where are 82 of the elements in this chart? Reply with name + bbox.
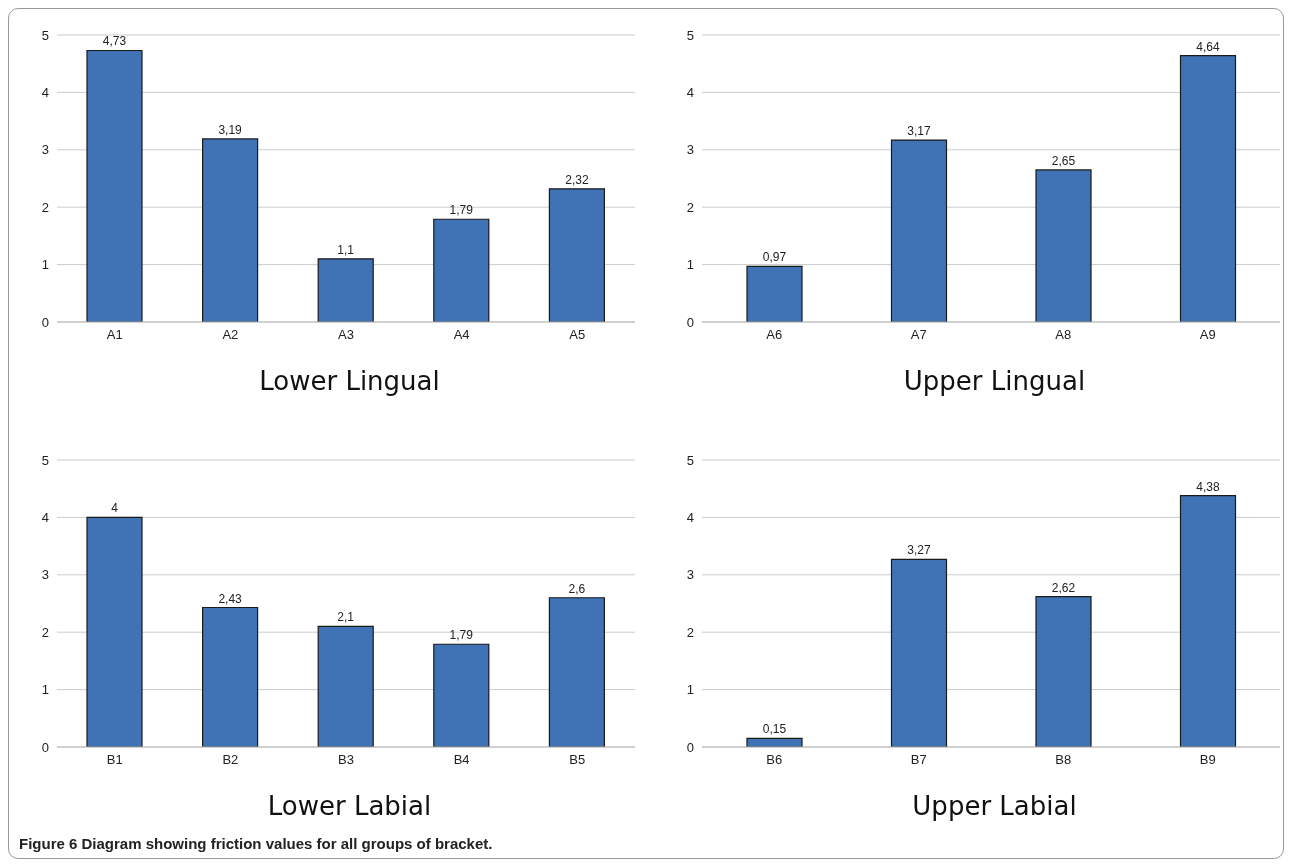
x-tick-label: B1 bbox=[106, 752, 123, 768]
x-tick-label: B3 bbox=[338, 752, 354, 768]
data-label: 4,38 bbox=[1196, 479, 1220, 494]
text: Upper Labial bbox=[911, 791, 1078, 821]
bar bbox=[746, 265, 803, 322]
data-label: 2,62 bbox=[1051, 580, 1076, 595]
bar bbox=[548, 597, 605, 747]
y-tick-label: 1 bbox=[41, 682, 49, 698]
x-tick-label: A7 bbox=[910, 327, 927, 343]
text: Lower Labial bbox=[266, 791, 433, 821]
x-tick-label: A9 bbox=[1199, 327, 1216, 343]
bar bbox=[1035, 169, 1092, 322]
y-tick-label: 1 bbox=[41, 257, 49, 273]
bar bbox=[317, 258, 374, 322]
data-label: 0,15 bbox=[762, 722, 787, 737]
y-tick-label: 4 bbox=[41, 85, 49, 101]
x-tick-label: B7 bbox=[910, 752, 927, 768]
data-label: 2,6 bbox=[568, 581, 586, 596]
y-tick-label: 4 bbox=[686, 510, 694, 526]
y-tick-label: 5 bbox=[41, 27, 49, 43]
x-tick-label: A1 bbox=[106, 327, 123, 343]
y-tick-label: 3 bbox=[41, 142, 49, 158]
bar bbox=[317, 625, 374, 747]
x-tick-label: B9 bbox=[1199, 752, 1216, 768]
x-tick-label: A3 bbox=[338, 327, 354, 343]
y-tick-label: 1 bbox=[686, 257, 694, 273]
bar bbox=[86, 516, 143, 747]
y-tick-label: 2 bbox=[41, 624, 49, 640]
caption: Figure 6 Diagram showing friction values for all groups of bracket. bbox=[19, 835, 493, 852]
x-tick-label: A4 bbox=[453, 327, 470, 343]
x-tick-label: B4 bbox=[453, 752, 470, 768]
y-tick-label: 2 bbox=[686, 624, 694, 640]
x-tick-label: B2 bbox=[222, 752, 239, 768]
data-label: 0,97 bbox=[762, 250, 787, 265]
x-tick-label: B6 bbox=[766, 752, 783, 768]
y-tick-label: 5 bbox=[41, 452, 49, 468]
data-label: 2,1 bbox=[337, 610, 355, 625]
y-tick-label: 5 bbox=[686, 452, 694, 468]
data-label: 4,64 bbox=[1196, 39, 1220, 54]
data-label: 4 bbox=[111, 501, 119, 516]
bar bbox=[86, 49, 143, 322]
y-tick-label: 0 bbox=[686, 314, 694, 330]
x-tick-label: A5 bbox=[569, 327, 586, 343]
bar bbox=[202, 138, 259, 322]
data-label: 3,27 bbox=[907, 543, 931, 558]
x-tick-label: A6 bbox=[766, 327, 783, 343]
x-tick-label: B5 bbox=[569, 752, 586, 768]
bar bbox=[548, 188, 605, 322]
text: Upper Lingual bbox=[902, 366, 1087, 396]
y-tick-label: 0 bbox=[41, 314, 49, 330]
x-tick-label: A2 bbox=[222, 327, 239, 343]
y-tick-label: 3 bbox=[41, 567, 49, 583]
data-label: 2,43 bbox=[218, 591, 243, 606]
bar bbox=[1179, 55, 1237, 322]
x-tick-label: A8 bbox=[1055, 327, 1072, 343]
y-tick-label: 2 bbox=[41, 199, 49, 215]
data-label: 3,17 bbox=[907, 124, 931, 139]
y-tick-label: 0 bbox=[686, 739, 694, 755]
bar bbox=[1179, 494, 1237, 747]
text: Lower Lingual bbox=[258, 366, 441, 396]
y-tick-label: 4 bbox=[41, 510, 49, 526]
bar bbox=[433, 643, 490, 747]
bar bbox=[433, 218, 490, 322]
data-label: 3,19 bbox=[218, 122, 243, 137]
y-tick-label: 1 bbox=[686, 682, 694, 698]
data-label: 4,73 bbox=[102, 34, 127, 49]
y-tick-label: 5 bbox=[686, 27, 694, 43]
bar bbox=[890, 139, 948, 322]
y-tick-label: 3 bbox=[686, 567, 694, 583]
data-label: 2,65 bbox=[1051, 153, 1076, 168]
y-tick-label: 3 bbox=[686, 142, 694, 158]
data-label: 1,1 bbox=[337, 242, 355, 257]
bar bbox=[202, 606, 259, 747]
y-tick-label: 4 bbox=[686, 85, 694, 101]
bar bbox=[1035, 596, 1092, 747]
data-label: 1,79 bbox=[449, 203, 474, 218]
data-label: 2,32 bbox=[565, 172, 589, 187]
y-tick-label: 2 bbox=[686, 199, 694, 215]
bar bbox=[890, 558, 948, 747]
data-label: 1,79 bbox=[449, 628, 474, 643]
y-tick-label: 0 bbox=[41, 739, 49, 755]
x-tick-label: B8 bbox=[1055, 752, 1072, 768]
